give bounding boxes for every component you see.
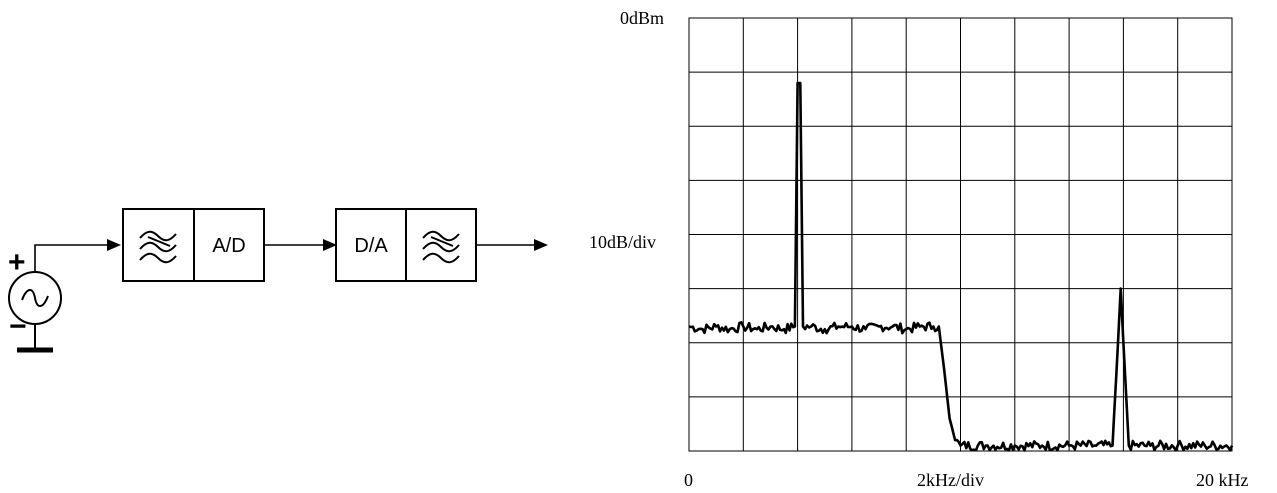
output-wire	[476, 239, 548, 251]
spectrum-plot: 0dBm 10dB/div 0 2kHz/div 20 kHz	[589, 8, 1249, 490]
lowpass-filter-icon	[422, 230, 460, 264]
plot-grid	[689, 18, 1232, 451]
spectrum-trace	[688, 81, 1234, 452]
ground-icon	[17, 324, 53, 353]
source-minus-label: −	[9, 310, 27, 343]
dac-block: D/A	[335, 208, 477, 282]
source-plus-label: +	[8, 246, 26, 279]
signal-chain-diagram: + − A/D	[8, 208, 548, 353]
y-scale-label: 10dB/div	[589, 232, 656, 252]
input-wire	[34, 239, 121, 272]
x-scale-label: 2kHz/div	[917, 470, 984, 490]
lowpass-filter-icon	[139, 230, 177, 264]
adc-label: A/D	[212, 235, 245, 257]
middle-wire	[264, 239, 337, 251]
x-end-label: 20 kHz	[1196, 470, 1249, 490]
adc-block: A/D	[122, 208, 265, 282]
top-ref-label: 0dBm	[620, 8, 664, 28]
x-start-label: 0	[684, 470, 693, 490]
dac-label: D/A	[354, 235, 388, 257]
